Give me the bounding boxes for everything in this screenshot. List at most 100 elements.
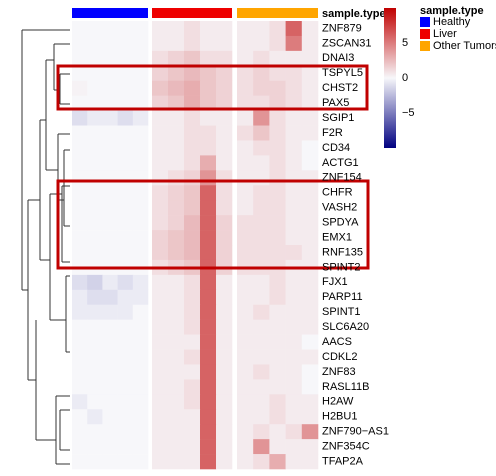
row-label: SPINT2: [322, 261, 361, 273]
heatmap-cell: [200, 379, 217, 395]
heatmap-cell: [216, 245, 233, 261]
heatmap-cell: [102, 215, 118, 231]
heatmap-cell: [301, 274, 319, 291]
heatmap-cell: [269, 245, 286, 261]
heatmap-cell: [237, 50, 254, 67]
heatmap-cell: [117, 35, 134, 52]
row-label: CHST2: [322, 82, 358, 94]
heatmap-cell: [87, 230, 103, 246]
heatmap-cell: [200, 394, 217, 410]
heatmap-cell: [184, 65, 201, 82]
heatmap-cell: [200, 274, 217, 291]
row-label: RASL11B: [322, 381, 370, 393]
heatmap-cell: [132, 319, 149, 335]
heatmap-cell: [152, 424, 169, 440]
heatmap-cell: [152, 394, 169, 410]
heatmap-cell: [200, 424, 217, 440]
heatmap-cell: [269, 409, 286, 425]
heatmap-cell: [168, 349, 185, 365]
row-label: EMX1: [322, 231, 352, 243]
heatmap-cell: [301, 394, 319, 410]
heatmap-cell: [200, 50, 217, 67]
row-label: SLC6A20: [322, 321, 369, 333]
heatmap-cell: [72, 349, 88, 365]
heatmap-cell: [253, 185, 270, 201]
heatmap-cell: [152, 319, 169, 335]
heatmap-cell: [132, 80, 149, 96]
heatmap-cell: [87, 125, 103, 141]
heatmap-cell: [132, 125, 149, 141]
row-label: FJX1: [322, 276, 348, 288]
heatmap-cell: [72, 21, 88, 37]
heatmap-cell: [152, 215, 169, 231]
heatmap-cell: [253, 80, 270, 96]
colorbar-tick-label: 0: [402, 72, 408, 84]
heatmap-cell: [72, 125, 88, 141]
heatmap-cell: [132, 394, 149, 410]
heatmap-cell: [269, 140, 286, 156]
heatmap-cell: [237, 364, 254, 380]
row-label: SGIP1: [322, 112, 354, 124]
heatmap-cell: [102, 185, 118, 201]
heatmap-cell: [87, 319, 103, 335]
row-label: RNF135: [322, 246, 363, 258]
heatmap-cell: [184, 185, 201, 201]
heatmap-cell: [132, 170, 149, 186]
heatmap-cell: [301, 95, 319, 111]
heatmap-cell: [152, 35, 169, 52]
heatmap-cell: [301, 110, 319, 126]
heatmap-cell: [269, 274, 286, 291]
heatmap-cell: [152, 454, 169, 470]
heatmap-cell: [102, 349, 118, 365]
heatmap-cell: [301, 80, 319, 96]
heatmap-cell: [200, 35, 217, 52]
heatmap-cell: [301, 155, 319, 171]
heatmap-cell: [72, 200, 88, 216]
heatmap-cell: [152, 21, 169, 37]
heatmap-cell: [87, 349, 103, 365]
heatmap-cell: [301, 424, 319, 440]
heatmap-cell: [301, 215, 319, 231]
heatmap-cell: [102, 289, 118, 306]
heatmap-cell: [269, 394, 286, 410]
heatmap-cell: [253, 319, 270, 335]
heatmap-cell: [102, 140, 118, 156]
heatmap-cell: [117, 140, 134, 156]
row-label: DNAI3: [322, 52, 354, 64]
heatmap-cell: [253, 274, 270, 291]
heatmap-cell: [301, 409, 319, 425]
heatmap-cell: [184, 21, 201, 37]
heatmap-cell: [117, 424, 134, 440]
heatmap-cell: [72, 215, 88, 231]
heatmap-cell: [168, 65, 185, 82]
heatmap-cell: [152, 155, 169, 171]
heatmap-cell: [253, 200, 270, 216]
legend-label: Healthy: [433, 16, 471, 28]
heatmap-cell: [216, 439, 233, 455]
heatmap-cell: [253, 35, 270, 52]
row-dendrogram: [21, 29, 70, 465]
heatmap-cell: [216, 409, 233, 425]
heatmap-cell: [72, 394, 88, 410]
heatmap-cell: [102, 424, 118, 440]
heatmap-cell: [168, 304, 185, 320]
heatmap-cell: [285, 245, 303, 261]
row-label: PAX5: [322, 97, 349, 109]
heatmap-cell: [253, 379, 270, 395]
heatmap-cell: [152, 200, 169, 216]
heatmap-cell: [237, 125, 254, 141]
heatmap-cell: [117, 215, 134, 231]
heatmap-cell: [285, 349, 303, 365]
heatmap-cell: [200, 125, 217, 141]
annotation-bar: [72, 8, 148, 18]
annotation-bar: [237, 8, 318, 18]
heatmap-cell: [168, 80, 185, 96]
heatmap-cell: [237, 110, 254, 126]
heatmap-cell: [184, 364, 201, 380]
heatmap-cell: [237, 21, 254, 37]
heatmap-cell: [216, 185, 233, 201]
heatmap-cell: [253, 289, 270, 306]
heatmap-cell: [237, 245, 254, 261]
heatmap-cell: [184, 379, 201, 395]
heatmap-cell: [152, 170, 169, 186]
